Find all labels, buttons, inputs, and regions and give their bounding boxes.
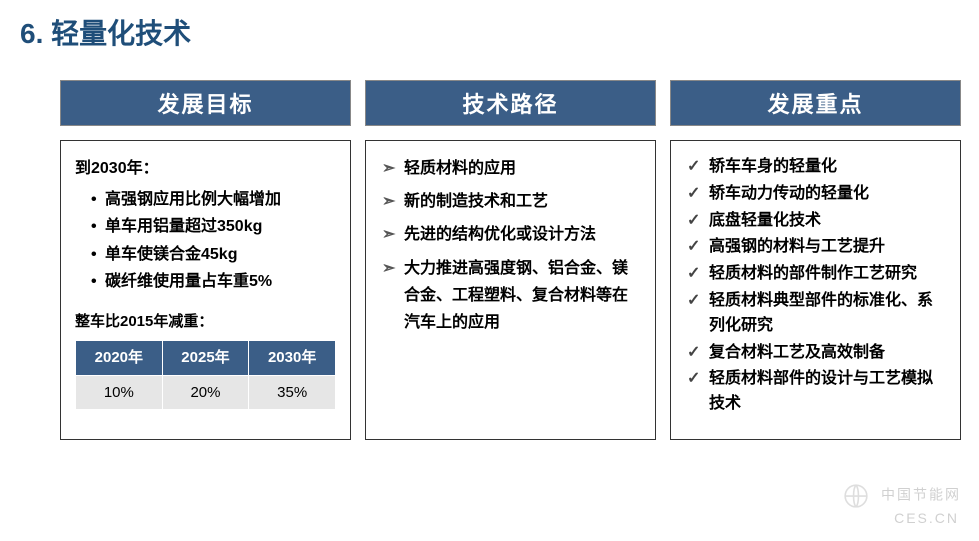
list-item: 轻质材料的部件制作工艺研究 (687, 262, 946, 287)
list-item: 底盘轻量化技术 (687, 209, 946, 234)
table-title: 整车比2015年减重： (75, 309, 336, 335)
table-cell: 35% (249, 375, 336, 410)
table-cell: 10% (76, 375, 163, 410)
column-focus: 发展重点 轿车车身的轻量化 轿车动力传动的轻量化 底盘轻量化技术 高强钢的材料与… (670, 80, 961, 440)
list-item: 先进的结构优化或设计方法 (382, 221, 641, 248)
column-body-goals: 到2030年： 高强钢应用比例大幅增加 单车用铝量超过350kg 单车使镁合金4… (60, 140, 351, 440)
list-item: 轿车车身的轻量化 (687, 155, 946, 180)
weight-reduction-table: 2020年 2025年 2030年 10% 20% 35% (75, 340, 336, 410)
focus-list: 轿车车身的轻量化 轿车动力传动的轻量化 底盘轻量化技术 高强钢的材料与工艺提升 … (685, 155, 946, 417)
page-title: 6. 轻量化技术 (0, 0, 979, 52)
goals-bullets: 高强钢应用比例大幅增加 单车用铝量超过350kg 单车使镁合金45kg 碳纤维使… (75, 186, 336, 295)
table-header: 2020年 (76, 341, 163, 376)
column-header-path: 技术路径 (365, 80, 656, 126)
list-item: 单车用铝量超过350kg (91, 213, 336, 240)
column-header-focus: 发展重点 (670, 80, 961, 126)
column-body-path: 轻质材料的应用 新的制造技术和工艺 先进的结构优化或设计方法 大力推进高强度钢、… (365, 140, 656, 440)
table-header: 2030年 (249, 341, 336, 376)
list-item: 复合材料工艺及高效制备 (687, 341, 946, 366)
list-item: 轻质材料的应用 (382, 155, 641, 182)
table-header: 2025年 (162, 341, 249, 376)
list-item: 高强钢的材料与工艺提升 (687, 235, 946, 260)
path-list: 轻质材料的应用 新的制造技术和工艺 先进的结构优化或设计方法 大力推进高强度钢、… (380, 155, 641, 336)
list-item: 单车使镁合金45kg (91, 241, 336, 268)
column-path: 技术路径 轻质材料的应用 新的制造技术和工艺 先进的结构优化或设计方法 大力推进… (365, 80, 656, 440)
list-item: 大力推进高强度钢、铝合金、镁合金、工程塑料、复合材料等在汽车上的应用 (382, 255, 641, 337)
globe-icon (843, 483, 869, 509)
list-item: 新的制造技术和工艺 (382, 188, 641, 215)
columns-container: 发展目标 到2030年： 高强钢应用比例大幅增加 单车用铝量超过350kg 单车… (0, 52, 979, 440)
watermark-line2: CES.CN (843, 509, 961, 529)
list-item: 轻质材料典型部件的标准化、系列化研究 (687, 289, 946, 339)
watermark: 中国节能网 CES.CN (843, 483, 961, 529)
column-goals: 发展目标 到2030年： 高强钢应用比例大幅增加 单车用铝量超过350kg 单车… (60, 80, 351, 440)
column-body-focus: 轿车车身的轻量化 轿车动力传动的轻量化 底盘轻量化技术 高强钢的材料与工艺提升 … (670, 140, 961, 440)
watermark-line1: 中国节能网 (881, 487, 961, 503)
list-item: 轻质材料部件的设计与工艺模拟技术 (687, 367, 946, 417)
table-cell: 20% (162, 375, 249, 410)
goals-intro: 到2030年： (75, 155, 336, 182)
list-item: 高强钢应用比例大幅增加 (91, 186, 336, 213)
column-header-goals: 发展目标 (60, 80, 351, 126)
list-item: 碳纤维使用量占车重5% (91, 268, 336, 295)
list-item: 轿车动力传动的轻量化 (687, 182, 946, 207)
